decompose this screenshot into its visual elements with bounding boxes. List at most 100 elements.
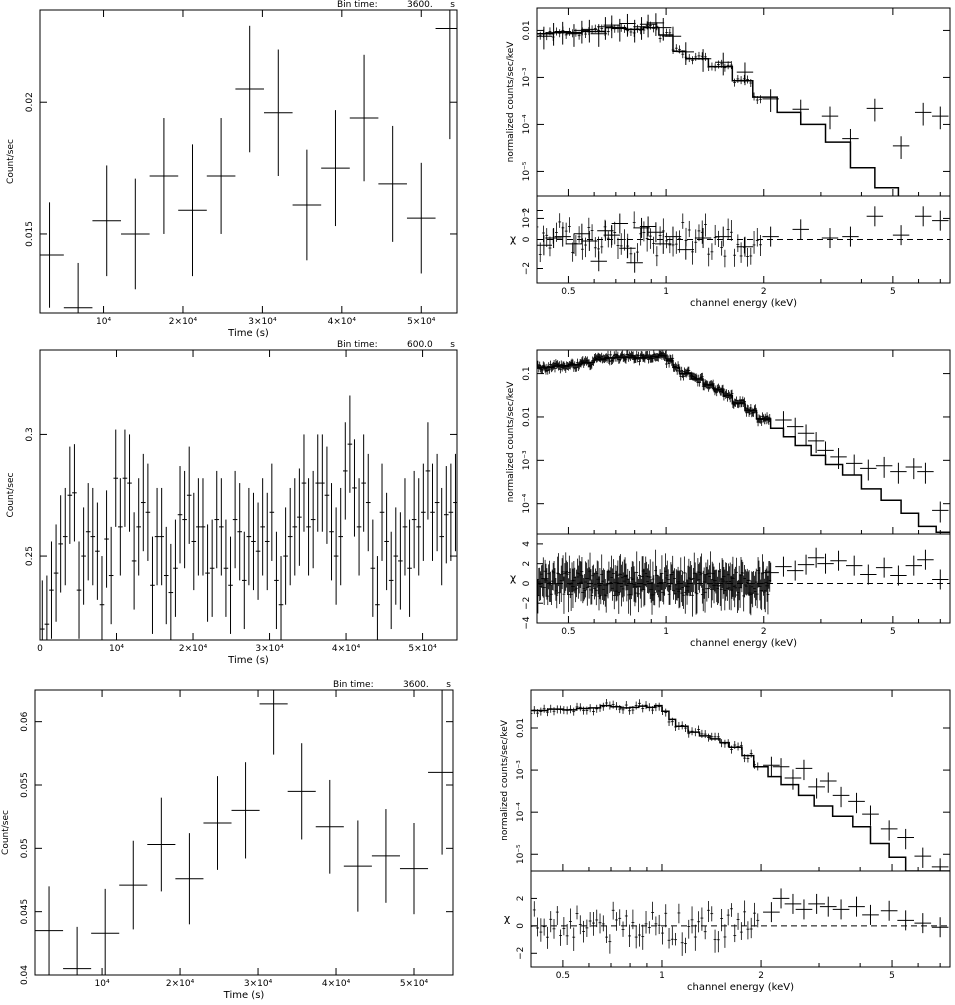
sp1-ytick-label: 0.01 bbox=[522, 20, 532, 40]
sp1-xtick-label: 5 bbox=[890, 287, 896, 297]
lc3-bin-value: 3600. bbox=[403, 680, 429, 690]
sp1-ylabel: normalized counts/sec/keV bbox=[506, 41, 516, 163]
sp1-rtick-label: −2 bbox=[522, 262, 532, 275]
sp1-residuals bbox=[537, 206, 949, 273]
lc1-bin-value: 3600. bbox=[407, 0, 433, 10]
sp2-residual-label: χ bbox=[510, 572, 517, 585]
lc2-xtick-label: 0 bbox=[37, 644, 43, 654]
lc3-xtick-label: 2×10⁴ bbox=[166, 979, 195, 989]
sp2-rtick-label: −4 bbox=[522, 616, 532, 630]
lc2-points bbox=[40, 395, 457, 640]
sp2-xtick-label: 2 bbox=[761, 627, 767, 637]
sp2-rtick-label: 4 bbox=[522, 541, 532, 547]
sp3-xtick-label: 2 bbox=[758, 971, 764, 981]
sp3-ytick-label: 10⁻³ bbox=[516, 760, 526, 780]
lc1-ylabel: Count/sec bbox=[6, 139, 16, 184]
lc1-frame bbox=[39, 9, 458, 314]
lc1-panel: 10⁴ 2×10⁴ 3×10⁴ 4×10⁴ 5×10⁴ 0.015 0.02 Time (s)… bbox=[6, 0, 458, 339]
lc1-xlabel: Time (s) bbox=[227, 328, 269, 339]
lc3-xtick-label: 5×10⁴ bbox=[400, 979, 429, 989]
sp2-residuals bbox=[537, 547, 949, 617]
lc1-xtick-label: 5×10⁴ bbox=[407, 317, 436, 327]
sp2-rtick-label: −2 bbox=[522, 597, 532, 610]
sp1-xtick-label: 2 bbox=[761, 287, 767, 297]
sp3-ytick-label: 0.01 bbox=[516, 718, 526, 738]
sp2-xtick-label: 5 bbox=[890, 627, 896, 637]
sp1-xtick-label: 0.5 bbox=[561, 287, 575, 297]
sp3-data bbox=[531, 698, 950, 871]
sp2-data bbox=[537, 350, 950, 533]
lc3-xtick-label: 4×10⁴ bbox=[322, 979, 351, 989]
lc2-panel: 0 10⁴ 2×10⁴ 3×10⁴ 4×10⁴ 5×10⁴ 0.25 0.3 Time (s) C… bbox=[6, 340, 458, 666]
lc3-ylabel: Count/sec bbox=[1, 810, 11, 855]
lc1-ytick-label: 0.02 bbox=[25, 92, 35, 112]
lc2-bin-label: Bin time: bbox=[337, 340, 378, 350]
sp2-ytick-label: 0.01 bbox=[522, 407, 532, 427]
sp3-residuals bbox=[531, 888, 949, 956]
lc3-bin-label: Bin time: bbox=[333, 680, 374, 690]
lc2-xtick-label: 5×10⁴ bbox=[408, 644, 437, 654]
lc2-ytick-label: 0.25 bbox=[25, 546, 35, 566]
sp2-xtick-label: 0.5 bbox=[561, 627, 575, 637]
lc3-xlabel: Time (s) bbox=[223, 990, 265, 1001]
sp1-ytick-label: 10⁻³ bbox=[522, 67, 532, 87]
sp3-xtick-label: 0.5 bbox=[556, 971, 570, 981]
lc1-bin-unit: s bbox=[450, 0, 455, 10]
sp1-model-line bbox=[537, 26, 900, 196]
lc2-ytick-label: 0.3 bbox=[25, 427, 35, 441]
lc3-ytick-label: 0.04 bbox=[20, 965, 30, 985]
lc2-bin-value: 600.0 bbox=[407, 340, 433, 350]
lc3-xtick-label: 3×10⁴ bbox=[244, 979, 273, 989]
sp1-ytick-label: 10⁻⁶ bbox=[522, 208, 532, 228]
sp3-xlabel: channel energy (keV) bbox=[687, 982, 794, 993]
lc3-ytick-label: 0.055 bbox=[20, 772, 30, 798]
sp3-model-line bbox=[531, 704, 950, 871]
sp3-ylabel: normalized counts/sec/keV bbox=[500, 719, 510, 841]
lc3-xtick-label: 10⁴ bbox=[95, 979, 110, 989]
lc2-frame bbox=[39, 349, 458, 641]
sp1-ytick-label: 10⁻⁵ bbox=[522, 161, 532, 181]
lc3-ytick-label: 0.05 bbox=[20, 838, 30, 858]
sp1-xlabel: channel energy (keV) bbox=[690, 298, 797, 309]
lc1-bin-label: Bin time: bbox=[337, 0, 378, 10]
lc3-frame bbox=[34, 689, 454, 976]
sp3-residual-frame bbox=[530, 870, 951, 968]
sp3-residual-label: χ bbox=[504, 912, 511, 925]
sp1-rtick-label: 2 bbox=[522, 208, 532, 214]
sp2-panel: 0.5 1 2 5 0.1 0.01 10⁻³ 10⁻⁴ −4 −2 0 2 4 channel ener… bbox=[506, 349, 951, 649]
sp2-ylabel: normalized counts/sec/keV bbox=[506, 381, 516, 503]
sp3-xtick-label: 5 bbox=[889, 971, 895, 981]
lc3-points bbox=[35, 690, 453, 975]
sp2-xtick-label: 1 bbox=[663, 627, 669, 637]
lc3-bin-unit: s bbox=[446, 680, 451, 690]
lc2-xtick-label: 2×10⁴ bbox=[179, 644, 208, 654]
sp1-residual-label: χ bbox=[510, 233, 517, 246]
lc3-ytick-label: 0.06 bbox=[20, 711, 30, 731]
lc1-xtick-label: 2×10⁴ bbox=[169, 317, 198, 327]
sp2-rtick-label: 2 bbox=[522, 561, 532, 567]
lc2-bin-unit: s bbox=[450, 340, 455, 350]
sp2-ytick-label: 10⁻⁴ bbox=[522, 493, 532, 513]
lc3-panel: 10⁴ 2×10⁴ 3×10⁴ 4×10⁴ 5×10⁴ 0.04 0.045 0.05 0.05… bbox=[1, 680, 454, 1001]
lc2-xtick-label: 3×10⁴ bbox=[255, 644, 284, 654]
sp1-xtick-label: 1 bbox=[663, 287, 669, 297]
lc1-ytick-label: 0.015 bbox=[25, 221, 35, 247]
sp1-rtick-label: 0 bbox=[522, 236, 532, 242]
sp3-xtick-label: 1 bbox=[659, 971, 665, 981]
sp2-xlabel: channel energy (keV) bbox=[690, 638, 797, 649]
sp2-ytick-label: 10⁻³ bbox=[522, 450, 532, 470]
lc1-points bbox=[40, 10, 457, 313]
sp3-ytick-label: 10⁻⁴ bbox=[516, 802, 526, 822]
sp2-ytick-label: 0.1 bbox=[522, 366, 532, 380]
sp1-data bbox=[537, 13, 949, 196]
lc2-xtick-label: 10⁴ bbox=[109, 644, 124, 654]
sp2-rtick-label: 0 bbox=[522, 580, 532, 586]
sp3-ytick-label: 10⁻⁵ bbox=[516, 844, 526, 864]
lc2-xtick-label: 4×10⁴ bbox=[332, 644, 361, 654]
lc1-xtick-label: 10⁴ bbox=[96, 317, 111, 327]
sp3-rtick-label: −2 bbox=[516, 947, 526, 960]
sp1-ytick-label: 10⁻⁴ bbox=[522, 114, 532, 134]
